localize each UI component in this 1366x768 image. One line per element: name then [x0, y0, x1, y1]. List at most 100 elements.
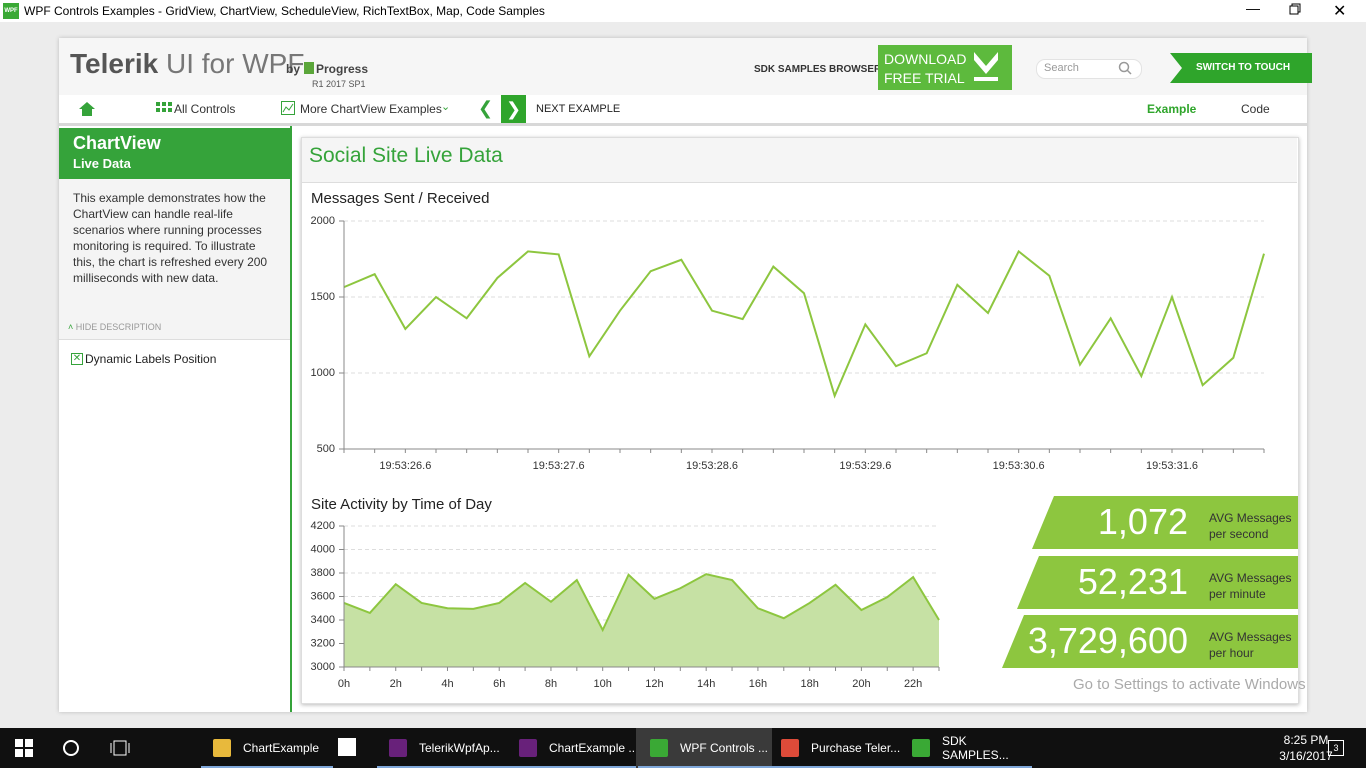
- dropdown-arrow: ⌄: [441, 101, 451, 113]
- y-tick-label: 500: [317, 443, 335, 455]
- option-label: Dynamic Labels Position: [85, 352, 217, 366]
- y-tick-label: 3400: [311, 614, 335, 626]
- taskbar-label: ChartExample ...: [549, 741, 639, 755]
- search-icon: [1118, 61, 1132, 75]
- date: 3/16/2017: [1279, 749, 1333, 763]
- all-controls-link[interactable]: All Controls: [174, 102, 236, 116]
- clock[interactable]: 8:25 PM 3/16/2017: [1276, 733, 1336, 763]
- close-button[interactable]: ✕: [1333, 3, 1347, 20]
- taskbar-label: TelerikWpfAp...: [419, 741, 500, 755]
- search-box[interactable]: [1036, 59, 1142, 79]
- taskbar-item[interactable]: ChartExample ...: [505, 728, 641, 768]
- stat-tile: [1032, 496, 1298, 549]
- x-tick-label: 20h: [852, 678, 870, 690]
- download-text: DOWNLOAD FREE TRIAL: [884, 50, 966, 88]
- stat-label-line: AVG Messages: [1209, 630, 1292, 644]
- x-tick-label: 2h: [390, 678, 402, 690]
- code-tab[interactable]: Code: [1241, 102, 1270, 116]
- chart-title: Site Activity by Time of Day: [311, 496, 492, 513]
- taskbar-icon: [213, 739, 231, 757]
- switch-touch-text: SWITCH TO TOUCH: [1196, 62, 1291, 73]
- taskbar-item[interactable]: WPF Controls ...: [636, 728, 772, 768]
- sidebar-border: [290, 126, 292, 712]
- x-tick-label: 12h: [645, 678, 663, 690]
- stat-value: 52,231: [1077, 561, 1188, 602]
- stat-label-line: AVG Messages: [1209, 571, 1292, 585]
- window-title: WPF Controls Examples - GridView, ChartV…: [24, 4, 545, 18]
- stat-label-line: per hour: [1209, 646, 1254, 660]
- app-icon: WPF: [3, 3, 19, 19]
- y-tick-label: 3800: [311, 567, 335, 579]
- y-tick-label: 4000: [311, 543, 335, 555]
- stat-label: AVG Messages per second: [1209, 510, 1291, 542]
- next-example-button[interactable]: ❯: [501, 95, 526, 123]
- taskbar-icon: [912, 739, 930, 757]
- stat-value: 1,072: [1097, 501, 1188, 542]
- minimize-button[interactable]: —: [1246, 0, 1260, 16]
- prev-example-button[interactable]: ❮: [478, 98, 494, 118]
- notifications[interactable]: 3: [1328, 740, 1344, 756]
- stat-label: AVG Messages per minute: [1209, 570, 1291, 602]
- taskbar-label: Purchase Teler...: [811, 741, 901, 755]
- brand: Telerik UI for WPF: [70, 48, 304, 80]
- x-tick-label: 16h: [749, 678, 767, 690]
- stat-label-line: per second: [1209, 527, 1269, 541]
- home-icon[interactable]: [78, 100, 96, 118]
- progress-label: Progress: [316, 62, 369, 76]
- search-button[interactable]: [62, 739, 80, 757]
- switch-touch-button[interactable]: [1170, 53, 1312, 83]
- stat-tile: [1002, 615, 1298, 668]
- stat-label: AVG Messages per hour: [1209, 629, 1291, 661]
- taskbar-icon: [389, 739, 407, 757]
- y-tick-label: 1000: [311, 367, 335, 379]
- download-line: DOWNLOAD: [884, 51, 967, 67]
- checkbox[interactable]: ✕: [71, 353, 83, 365]
- line: [343, 573, 940, 633]
- task-view-button[interactable]: [109, 739, 131, 757]
- y-tick-label: 3600: [311, 590, 335, 602]
- x-tick-label: 19:53:31.6: [1146, 460, 1198, 472]
- x-tick-label: 19:53:28.6: [686, 460, 738, 472]
- y-tick-label: 2000: [311, 215, 335, 227]
- sidebar-header: [59, 128, 290, 179]
- more-examples-dropdown[interactable]: More ChartView Examples: [300, 102, 442, 116]
- y-tick-label: 3000: [311, 661, 335, 673]
- next-example-label[interactable]: NEXT EXAMPLE: [536, 103, 621, 115]
- taskbar-label: ChartExample: [243, 741, 320, 755]
- x-tick-label: 18h: [800, 678, 818, 690]
- stat-label-line: per minute: [1209, 587, 1266, 601]
- version: R1 2017 SP1: [312, 79, 366, 89]
- taskbar-item[interactable]: Purchase Teler...: [767, 728, 903, 768]
- taskbar-label: SDK SAMPLES...: [942, 734, 1009, 762]
- taskbar-item[interactable]: ChartExample: [199, 728, 335, 768]
- hide-arrow: ˄: [68, 322, 74, 332]
- store-icon[interactable]: [338, 738, 356, 756]
- x-tick-label: 19:53:27.6: [533, 460, 585, 472]
- y-tick-label: 4200: [311, 520, 335, 532]
- taskbar-item[interactable]: SDK SAMPLES...: [898, 728, 1034, 768]
- sidebar-subtitle: Live Data: [73, 156, 131, 171]
- x-tick-label: 0h: [338, 678, 350, 690]
- chart-title: Messages Sent / Received: [311, 190, 489, 207]
- hide-description[interactable]: ˄ HIDE DESCRIPTION: [68, 322, 161, 332]
- time: 8:25 PM: [1283, 733, 1329, 747]
- restore-button[interactable]: [1288, 2, 1302, 16]
- x-tick-label: 22h: [904, 678, 922, 690]
- x-tick-label: 19:53:26.6: [379, 460, 431, 472]
- description: This example demonstrates how the ChartV…: [73, 191, 268, 285]
- nav-bar: [59, 95, 1307, 126]
- line: [343, 249, 1265, 399]
- content-title: Social Site Live Data: [309, 144, 503, 167]
- stat-tile: [1017, 556, 1298, 609]
- sdk-browser-link[interactable]: SDK SAMPLES BROWSER: [754, 64, 882, 75]
- start-button[interactable]: [15, 739, 33, 757]
- taskbar-item[interactable]: TelerikWpfAp...: [375, 728, 511, 768]
- x-tick-label: 19:53:29.6: [839, 460, 891, 472]
- x-tick-label: 4h: [441, 678, 453, 690]
- search-placeholder: Search: [1044, 62, 1079, 74]
- example-tab[interactable]: Example: [1147, 102, 1197, 116]
- hide-text: HIDE DESCRIPTION: [75, 322, 162, 332]
- title-bar: [0, 0, 1366, 22]
